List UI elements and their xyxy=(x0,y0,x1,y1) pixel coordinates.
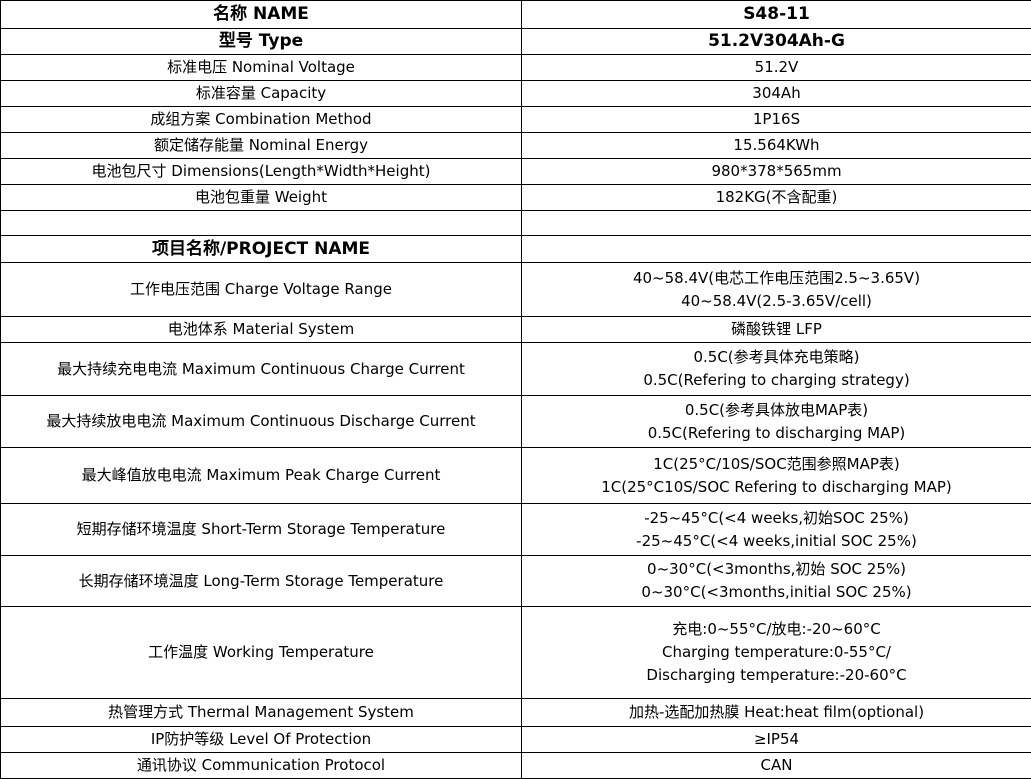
spec-label-cell: 项目名称/PROJECT NAME xyxy=(1,236,522,263)
spec-label-cell: 电池包尺寸 Dimensions(Length*Width*Height) xyxy=(1,159,522,185)
spec-value-cell: 1P16S xyxy=(522,107,1031,133)
spec-label-cell: 电池包重量 Weight xyxy=(1,185,522,211)
spec-value-cell: 304Ah xyxy=(522,81,1031,107)
spec-value-cell: 51.2V xyxy=(522,55,1031,81)
spec-value-cell xyxy=(522,236,1031,263)
spec-value-cell: S48-11 xyxy=(522,1,1031,29)
spec-label-cell: 热管理方式 Thermal Management System xyxy=(1,699,522,727)
spec-value-cell: 1C(25°C/10S/SOC范围参照MAP表) 1C(25°C10S/SOC … xyxy=(522,448,1031,504)
spec-value-cell: CAN xyxy=(522,753,1031,779)
spec-label-cell: 型号 Type xyxy=(1,29,522,55)
spec-value-cell: 0~30°C(<3months,初始 SOC 25%) 0~30°C(<3mon… xyxy=(522,556,1031,607)
spec-value-cell: 0.5C(参考具体放电MAP表) 0.5C(Refering to discha… xyxy=(522,396,1031,448)
spec-label-cell: 工作温度 Working Temperature xyxy=(1,607,522,699)
spec-label-cell xyxy=(1,211,522,236)
table-row: 短期存储环境温度 Short-Term Storage Temperature-… xyxy=(1,504,1031,556)
spec-label-cell: 名称 NAME xyxy=(1,1,522,29)
spec-label-cell: 长期存储环境温度 Long-Term Storage Temperature xyxy=(1,556,522,607)
spec-label-cell: 最大持续充电电流 Maximum Continuous Charge Curre… xyxy=(1,343,522,396)
spec-label-cell: 标准电压 Nominal Voltage xyxy=(1,55,522,81)
table-row xyxy=(1,211,1031,236)
spec-value-cell: -25~45°C(<4 weeks,初始SOC 25%) -25~45°C(<4… xyxy=(522,504,1031,556)
spec-label-cell: 标准容量 Capacity xyxy=(1,81,522,107)
spec-label-cell: 电池体系 Material System xyxy=(1,317,522,343)
spec-value-cell: 51.2V304Ah-G xyxy=(522,29,1031,55)
table-row: 电池包尺寸 Dimensions(Length*Width*Height)980… xyxy=(1,159,1031,185)
spec-value-cell: 充电:0~55°C/放电:-20~60°C Charging temperatu… xyxy=(522,607,1031,699)
spec-value-cell: 182KG(不含配重) xyxy=(522,185,1031,211)
spec-value-cell: 0.5C(参考具体充电策略) 0.5C(Refering to charging… xyxy=(522,343,1031,396)
spec-label-cell: 成组方案 Combination Method xyxy=(1,107,522,133)
spec-value-cell: 加热-选配加热膜 Heat:heat film(optional) xyxy=(522,699,1031,727)
spec-value-cell: 15.564KWh xyxy=(522,133,1031,159)
table-row: IP防护等级 Level Of Protection≥IP54 xyxy=(1,727,1031,753)
spec-value-cell: ≥IP54 xyxy=(522,727,1031,753)
spec-label-cell: 工作电压范围 Charge Voltage Range xyxy=(1,263,522,317)
spec-value-cell: 40~58.4V(电芯工作电压范围2.5~3.65V) 40~58.4V(2.5… xyxy=(522,263,1031,317)
spec-label-cell: 通讯协议 Communication Protocol xyxy=(1,753,522,779)
spec-value-cell: 磷酸铁锂 LFP xyxy=(522,317,1031,343)
table-row: 项目名称/PROJECT NAME xyxy=(1,236,1031,263)
spec-label-cell: IP防护等级 Level Of Protection xyxy=(1,727,522,753)
table-row: 最大持续放电电流 Maximum Continuous Discharge Cu… xyxy=(1,396,1031,448)
spec-label-cell: 短期存储环境温度 Short-Term Storage Temperature xyxy=(1,504,522,556)
spec-label-cell: 额定储存能量 Nominal Energy xyxy=(1,133,522,159)
spec-label-cell: 最大峰值放电电流 Maximum Peak Charge Current xyxy=(1,448,522,504)
table-row: 最大持续充电电流 Maximum Continuous Charge Curre… xyxy=(1,343,1031,396)
spec-label-cell: 最大持续放电电流 Maximum Continuous Discharge Cu… xyxy=(1,396,522,448)
spec-value-cell xyxy=(522,211,1031,236)
spec-value-cell: 980*378*565mm xyxy=(522,159,1031,185)
